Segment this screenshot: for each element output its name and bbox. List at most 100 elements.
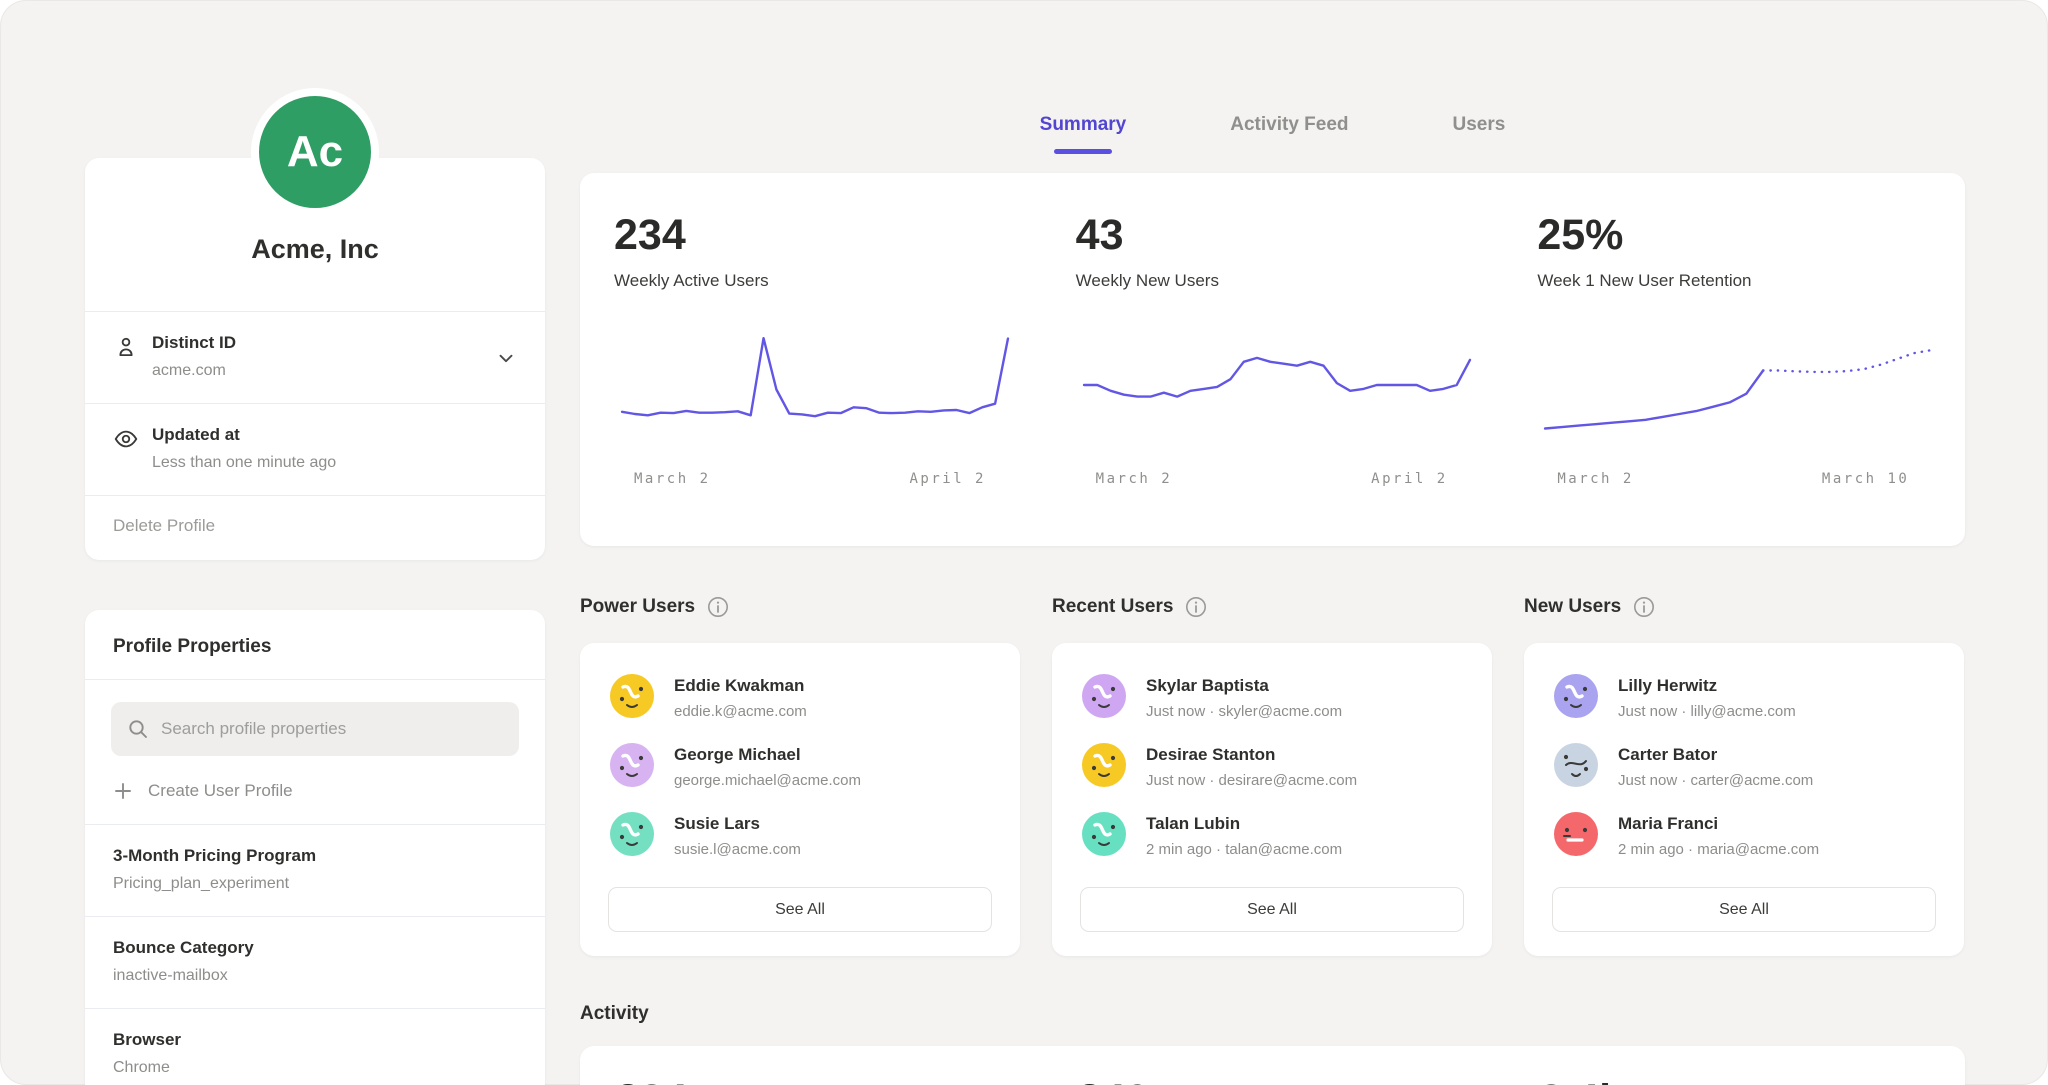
divider (85, 495, 545, 496)
axis-tick: April 2 (1371, 471, 1448, 487)
property-row[interactable]: 3-Month Pricing Program Pricing_plan_exp… (85, 825, 545, 916)
profile-card: Ac Acme, Inc Distinct ID acme.com (85, 88, 545, 560)
avatar-face-icon (1563, 827, 1588, 842)
user-row[interactable]: Carter Bator Just now · carter@acme.com (1524, 743, 1964, 789)
axis-tick: March 2 (634, 471, 711, 487)
divider (85, 916, 545, 917)
field-updated-at: Updated at Less than one minute ago (85, 404, 545, 495)
search-input[interactable] (161, 719, 503, 739)
profile-sidebar: Ac Acme, Inc Distinct ID acme.com (85, 0, 545, 1085)
property-value: inactive-mailbox (113, 967, 228, 984)
avatar (610, 812, 654, 856)
divider (85, 679, 545, 680)
x-axis-labels: March 2 April 2 (1076, 471, 1478, 487)
avatar-face-icon (1563, 684, 1588, 708)
user-row[interactable]: Skylar Baptista Just now · skyler@acme.c… (1052, 674, 1492, 720)
avatar (1082, 743, 1126, 787)
tab-label: Activity Feed (1230, 114, 1349, 135)
property-row[interactable]: Browser Chrome (85, 1009, 545, 1085)
axis-tick: April 2 (909, 471, 986, 487)
avatar (1082, 812, 1126, 856)
tab-summary[interactable]: Summary (1040, 114, 1126, 154)
field-label: Distinct ID (152, 333, 237, 352)
x-axis-labels: March 2 March 10 (1537, 471, 1939, 487)
activity-stat: 3.4k (1503, 1046, 1965, 1085)
recent-users-card: Skylar Baptista Just now · skyler@acme.c… (1052, 643, 1492, 956)
section-recent-users: Recent Users (1052, 596, 1492, 956)
tab-activity-feed[interactable]: Activity Feed (1230, 114, 1348, 154)
main-panel: Summary Activity Feed Users 234 Weekly A… (580, 0, 1965, 1085)
activity-card: 234 240 3.4k (580, 1046, 1965, 1085)
user-name: Talan Lubin (1146, 814, 1241, 833)
company-avatar: Ac (251, 88, 379, 216)
user-name: Eddie Kwakman (674, 676, 805, 695)
stat-week1-retention: 25% Week 1 New User Retention March 2 Ma… (1503, 173, 1965, 546)
user-activity: 2 min ago · maria@acme.com (1618, 841, 1820, 858)
sparkline-weekly-active-users (620, 337, 1010, 418)
stat-value: 43 (1075, 211, 1124, 259)
avatar-face-icon (619, 753, 644, 777)
section-title: Recent Users (1052, 596, 1174, 617)
user-name: Maria Franci (1618, 814, 1719, 833)
avatar (610, 743, 654, 787)
avatar (1082, 674, 1126, 718)
avatar (1554, 674, 1598, 718)
user-row[interactable]: Talan Lubin 2 min ago · talan@acme.com (1052, 812, 1492, 858)
user-email: george.michael@acme.com (674, 772, 861, 789)
delete-profile-button[interactable]: Delete Profile (113, 516, 216, 535)
avatar-face-icon (1091, 753, 1116, 777)
divider (85, 311, 545, 312)
avatar (1554, 812, 1598, 856)
power-users-card: Eddie Kwakman eddie.k@acme.com George Mi… (580, 643, 1020, 956)
user-activity: 2 min ago · talan@acme.com (1146, 841, 1343, 858)
user-row[interactable]: Lilly Herwitz Just now · lilly@acme.com (1524, 674, 1964, 720)
user-name: Skylar Baptista (1146, 676, 1269, 695)
field-value: acme.com (152, 362, 226, 379)
property-row[interactable]: Bounce Category inactive-mailbox (85, 917, 545, 1008)
property-name: Bounce Category (113, 938, 254, 957)
user-activity: Just now · skyler@acme.com (1146, 703, 1343, 720)
user-email: eddie.k@acme.com (674, 703, 807, 720)
user-row[interactable]: Maria Franci 2 min ago · maria@acme.com (1524, 812, 1964, 858)
user-name: Susie Lars (674, 814, 760, 833)
divider (85, 824, 545, 825)
profile-properties-search[interactable] (111, 702, 519, 756)
see-all-button[interactable]: See All (1552, 887, 1936, 932)
info-icon[interactable] (707, 596, 729, 618)
info-icon[interactable] (1633, 596, 1655, 618)
divider (85, 1008, 545, 1009)
user-row[interactable]: Susie Lars susie.l@acme.com (580, 812, 1020, 858)
sparkline-weekly-new-users (1082, 356, 1471, 398)
see-all-button[interactable]: See All (1080, 887, 1464, 932)
avatar-face-icon (1563, 754, 1589, 777)
user-row[interactable]: George Michael george.michael@acme.com (580, 743, 1020, 789)
avatar (610, 674, 654, 718)
user-activity: Just now · carter@acme.com (1618, 772, 1814, 789)
info-icon[interactable] (1185, 596, 1207, 618)
person-icon (119, 337, 133, 357)
avatar-face-icon (1091, 684, 1116, 708)
tab-users[interactable]: Users (1453, 114, 1506, 154)
avatar-face-icon (619, 684, 644, 708)
property-value: Pricing_plan_experiment (113, 875, 290, 892)
company-initials: Ac (286, 127, 344, 176)
user-name: Carter Bator (1618, 745, 1718, 764)
see-all-button[interactable]: See All (608, 887, 992, 932)
sparkline-week1-retention (1544, 349, 1933, 430)
user-row[interactable]: Desirae Stanton Just now · desirare@acme… (1052, 743, 1492, 789)
new-users-card: Lilly Herwitz Just now · lilly@acme.com … (1524, 643, 1964, 956)
chevron-down-icon[interactable] (495, 347, 517, 369)
stat-label: Weekly New Users (1075, 271, 1219, 290)
field-distinct-id[interactable]: Distinct ID acme.com (85, 312, 545, 403)
create-user-profile-button[interactable]: Create User Profile (85, 756, 545, 824)
user-row[interactable]: Eddie Kwakman eddie.k@acme.com (580, 674, 1020, 720)
eye-icon (114, 430, 138, 448)
profile-properties-card: Profile Properties Create User Profile 3… (85, 610, 545, 1085)
user-activity: Just now · lilly@acme.com (1618, 703, 1796, 720)
axis-tick: March 10 (1821, 471, 1910, 487)
company-name: Acme, Inc (251, 234, 379, 264)
activity-stat: 234 (580, 1046, 1042, 1085)
activity-stat: 240 (1042, 1046, 1504, 1085)
field-value: Less than one minute ago (152, 454, 337, 471)
